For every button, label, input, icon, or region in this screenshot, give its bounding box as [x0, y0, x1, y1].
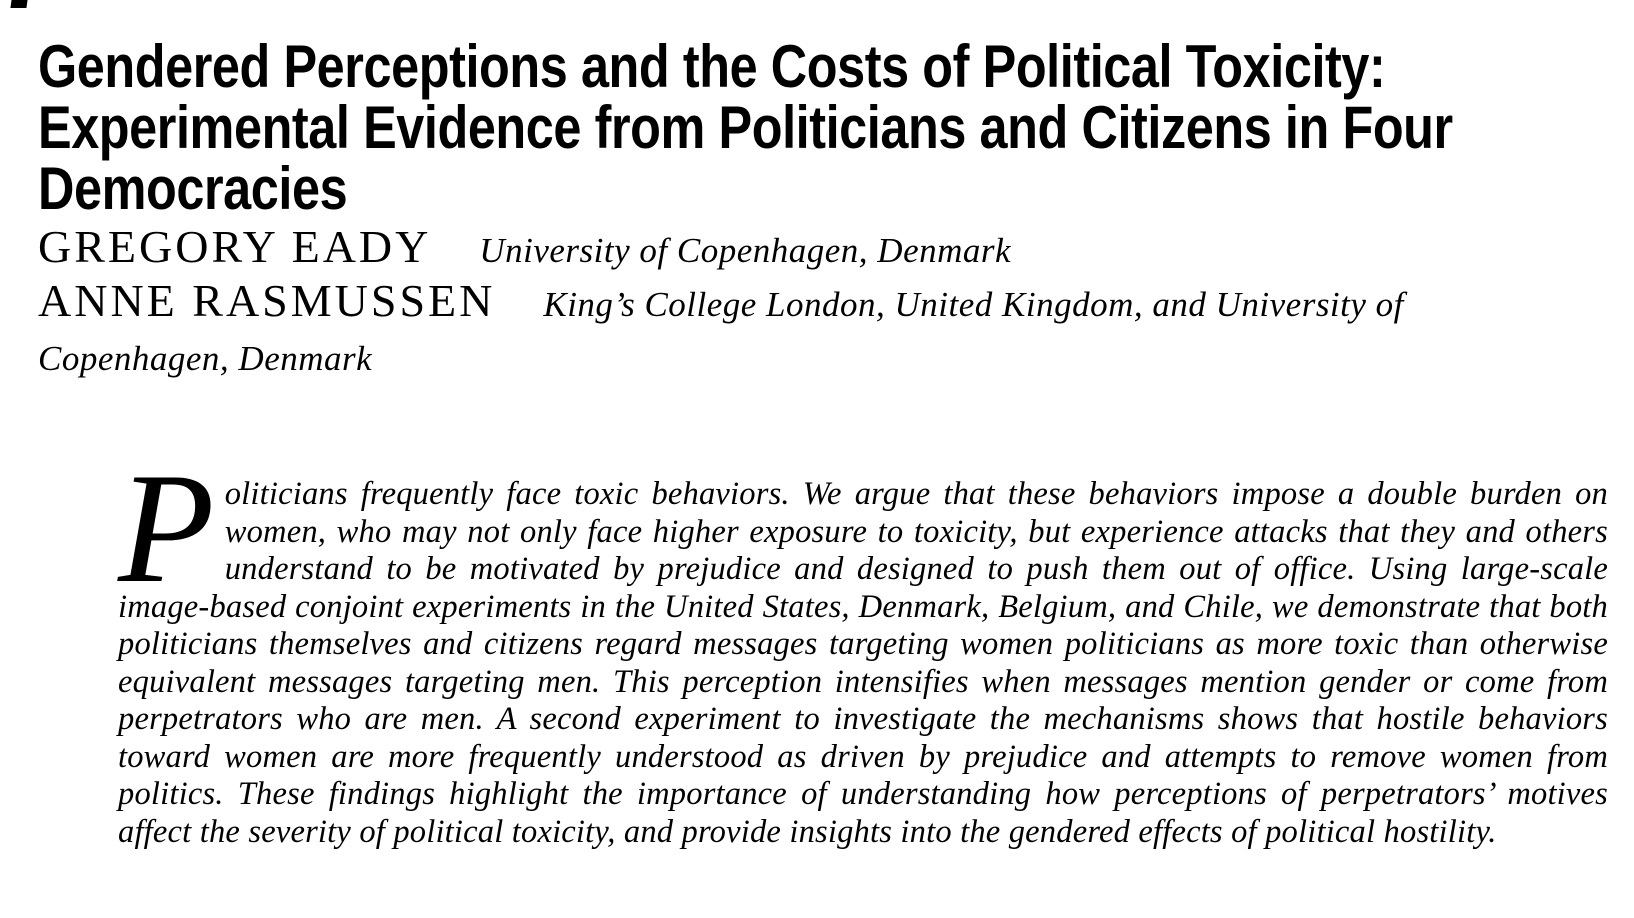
- title-line-2: Experimental Evidence from Politicians a…: [38, 94, 1453, 161]
- scan-edge-artifact: [10, 0, 28, 8]
- author-affiliation-2: King’s College London, United Kingdom, a…: [38, 285, 1404, 378]
- author-block: GREGORY EADY University of Copenhagen, De…: [38, 222, 1498, 384]
- title-line-3: Democracies: [38, 155, 348, 222]
- abstract-text: oliticians frequently face toxic behavio…: [118, 476, 1608, 850]
- author-affiliation-1: University of Copenhagen, Denmark: [479, 231, 1012, 270]
- paper-title: Gendered Perceptions and the Costs of Po…: [38, 36, 1453, 219]
- author-name-2: ANNE RASMUSSEN: [38, 275, 496, 326]
- title-line-1: Gendered Perceptions and the Costs of Po…: [38, 33, 1386, 100]
- author-row-1: GREGORY EADY University of Copenhagen, De…: [38, 222, 1498, 276]
- author-row-2: ANNE RASMUSSEN King’s College London, Uni…: [38, 276, 1498, 384]
- author-name-1: GREGORY EADY: [38, 221, 432, 272]
- abstract-drop-cap: P: [118, 441, 215, 616]
